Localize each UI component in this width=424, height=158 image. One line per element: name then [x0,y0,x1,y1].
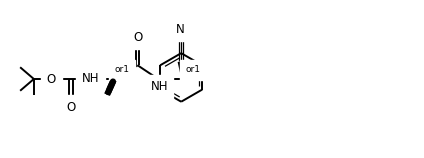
Text: NH: NH [82,72,99,85]
Text: O: O [47,73,56,85]
Text: O: O [67,100,75,114]
Text: or1: or1 [185,65,201,74]
Text: N: N [176,23,185,36]
Text: NH: NH [151,80,168,93]
Text: or1: or1 [115,65,130,74]
Text: O: O [133,31,142,44]
